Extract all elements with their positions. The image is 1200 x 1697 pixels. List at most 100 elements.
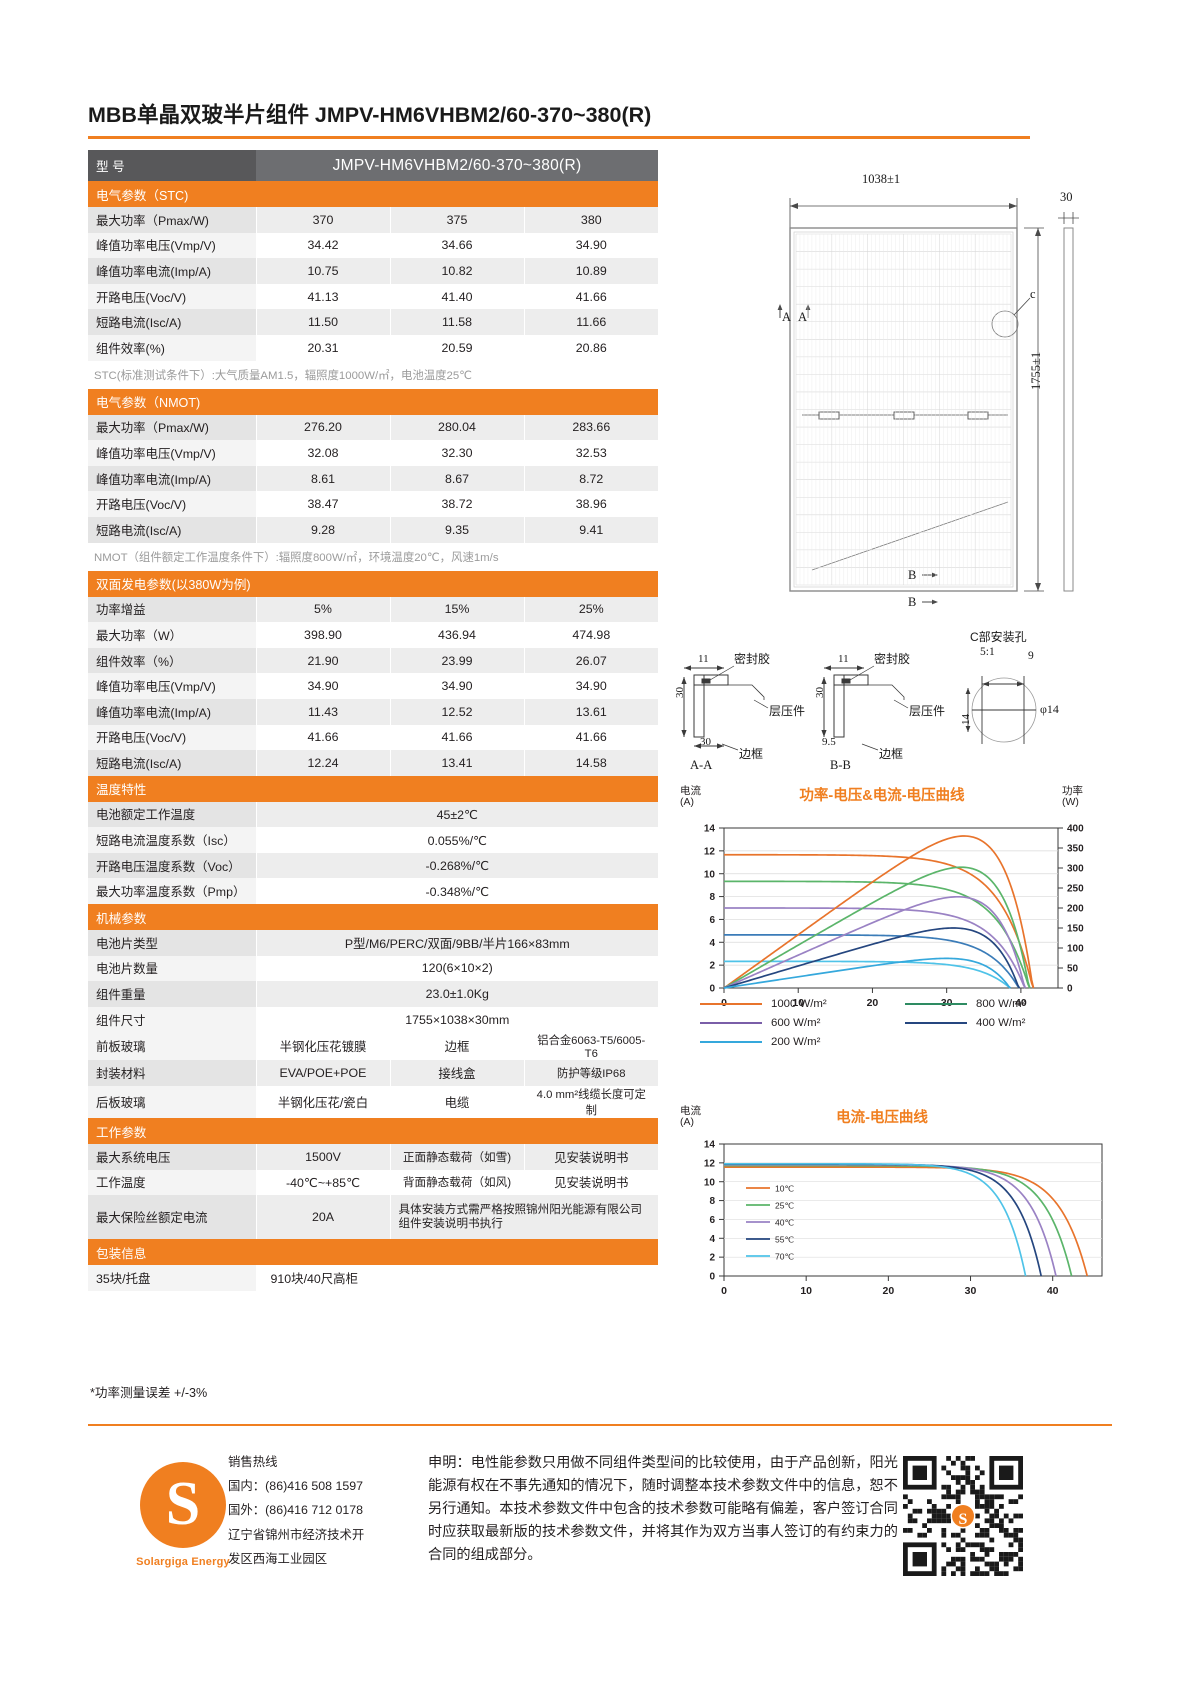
- chart1-ylabel-right: 功率 (W): [1062, 785, 1083, 809]
- table-row: 短路电流(Isc/A) 9.28 9.35 9.41: [88, 516, 659, 543]
- section-header: 电气参数（NMOT): [88, 388, 659, 415]
- row-value: 34.90: [523, 232, 659, 259]
- svg-text:100: 100: [1067, 944, 1084, 955]
- detail-dim-9: 9: [1028, 650, 1034, 662]
- row-value: 20.31: [255, 334, 390, 361]
- disclaimer-text: 申明：电性能参数只用做不同组件类型间的比较使用，由于产品创新，阳光能源有权在不事…: [428, 1455, 898, 1563]
- marker-a-left: A: [782, 310, 792, 324]
- section-header: 机械参数: [88, 904, 659, 931]
- legend-swatch: [905, 1002, 967, 1006]
- table-row: 最大功率温度系数（Pmp） -0.348%/℃: [88, 878, 659, 905]
- header: MBB单晶双玻半片组件 JMPV-HM6VHBM2/60-370~380(R): [88, 98, 1030, 139]
- dim-height-label: 1755±1: [1029, 351, 1043, 390]
- row-value: 41.66: [255, 724, 390, 751]
- row-value: 41.66: [523, 724, 659, 751]
- svg-text:0: 0: [709, 984, 715, 995]
- legend-swatch: [905, 1021, 967, 1025]
- chart-power-voltage: 电流 (A) 功率-电压&电流-电压曲线 功率 (W) 0 2 4 6 8 10 12 14 0…: [672, 776, 1122, 1048]
- section-note: NMOT（组件额定工作温度条件下）:辐照度800W/㎡，环境温度20℃，风速1m…: [88, 542, 659, 571]
- row-value: EVA/POE+POE: [255, 1060, 390, 1087]
- row-label: 工作温度: [88, 1169, 256, 1196]
- row-value: 34.90: [523, 673, 659, 699]
- row-value: 12.24: [255, 750, 390, 776]
- svg-text:400: 400: [1067, 824, 1084, 835]
- chart1-legend: 1000 W/m² 800 W/m² 600 W/m² 400 W/m² 200 W/m…: [700, 998, 1120, 1055]
- table-row: 组件效率(%) 20.31 20.59 20.86: [88, 334, 659, 361]
- row-value-secondary: 4.0 mm²线缆长度可定制: [523, 1086, 659, 1119]
- svg-text:2: 2: [709, 1253, 715, 1264]
- row-value: 14.58: [523, 750, 659, 776]
- row-label: 前板玻璃: [88, 1032, 256, 1061]
- svg-text:0: 0: [721, 1285, 727, 1297]
- row-value: 20A: [255, 1195, 390, 1240]
- svg-text:40℃: 40℃: [775, 1217, 794, 1227]
- row-value: 34.42: [255, 232, 390, 259]
- table-row: 短路电流温度系数（Isc） 0.055%/℃: [88, 827, 659, 853]
- detail-c-scale: 5:1: [980, 646, 995, 658]
- legend-item: 800 W/m²: [905, 998, 1110, 1010]
- table-row: 电池片类型 P型/M6/PERC/双面/9BB/半片166×83mm: [88, 930, 659, 956]
- logo-mark-icon: S: [140, 1462, 226, 1548]
- chart-current-voltage: 电流 (A) 电流-电压曲线 0 2 4 6 8 10 12 14 0 10 20 30 40 10℃ 25…: [672, 1098, 1122, 1318]
- svg-text:350: 350: [1067, 844, 1084, 855]
- table-row: 后板玻璃 半钢化压花/瓷白 电缆 4.0 mm²线缆长度可定制: [88, 1086, 659, 1119]
- row-label-secondary: 接线盒: [389, 1060, 524, 1087]
- table-row: 短路电流(Isc/A) 11.50 11.58 11.66: [88, 309, 659, 335]
- row-value: 8.61: [255, 465, 390, 492]
- legend-label: 800 W/m²: [976, 998, 1026, 1010]
- legend-swatch: [700, 1021, 762, 1025]
- chart1-ylabel-left-text: 电流: [680, 785, 701, 797]
- row-label: 组件尺寸: [88, 1006, 256, 1033]
- detail-dim-14: 14: [960, 714, 972, 725]
- chart1-ylabel-left-unit: (A): [680, 796, 694, 809]
- row-value: 1500V: [255, 1144, 390, 1170]
- row-value: 276.20: [255, 414, 390, 441]
- section-title: 电气参数（NMOT): [88, 388, 659, 415]
- chart2-ylabel-left-text: 电流: [680, 1105, 701, 1117]
- table-row: 开路电压(Voc/V) 38.47 38.72 38.96: [88, 491, 659, 517]
- row-value: 半钢化压花/瓷白: [255, 1086, 390, 1119]
- row-label: 峰值功率电流(Imp/A): [88, 465, 256, 492]
- laminate-label-a: 层压件: [769, 704, 806, 718]
- table-row: 组件重量 23.0±1.0Kg: [88, 981, 659, 1007]
- table-header-row: 型 号 JMPV-HM6VHBM2/60-370~380(R): [88, 150, 659, 181]
- row-label: 组件重量: [88, 981, 256, 1007]
- row-value: 910块/40尺高柜: [255, 1265, 659, 1291]
- svg-text:6: 6: [709, 915, 715, 926]
- svg-text:8: 8: [709, 892, 715, 903]
- chart2-ylabel-left-unit: (A): [680, 1116, 694, 1129]
- row-value: 13.41: [389, 750, 524, 776]
- row-value: 11.50: [255, 309, 390, 335]
- laminate-label-b: 层压件: [909, 704, 946, 718]
- table-row: 组件效率（%） 21.90 23.99 26.07: [88, 647, 659, 674]
- row-label: 电池片类型: [88, 930, 256, 956]
- model-value: JMPV-HM6VHBM2/60-370~380(R): [256, 150, 659, 181]
- section-header: 双面发电参数(以380W为例): [88, 570, 659, 597]
- address-line-2: 发区西海工业园区: [228, 1551, 328, 1566]
- section-title: 包装信息: [88, 1239, 659, 1266]
- table-row: 峰值功率电流(Imp/A) 11.43 12.52 13.61: [88, 698, 659, 725]
- row-value: 280.04: [389, 414, 524, 441]
- row-label: 峰值功率电流(Imp/A): [88, 258, 256, 284]
- row-label-secondary: 正面静态载荷（如雪): [389, 1144, 524, 1170]
- row-value: 25%: [523, 596, 659, 623]
- row-label: 最大系统电压: [88, 1144, 256, 1170]
- table-row: 最大功率（Pmax/W) 370 375 380: [88, 207, 659, 233]
- footer: S Solargiga Energy 销售热线 国内：(86)416 508 1…: [88, 1440, 1112, 1640]
- legend-item: 1000 W/m²: [700, 998, 905, 1010]
- table-row: 组件尺寸 1755×1038×30mm: [88, 1006, 659, 1033]
- dim-11-a: 11: [698, 653, 709, 665]
- dim-thickness-label: 30: [1060, 190, 1073, 204]
- row-label-secondary: 背面静态载荷（如风): [389, 1169, 524, 1196]
- svg-text:10: 10: [704, 1177, 716, 1188]
- row-value: 10.89: [523, 258, 659, 284]
- row-value: 41.40: [389, 283, 524, 310]
- company-logo: S Solargiga Energy: [108, 1462, 258, 1568]
- row-value: 120(6×10×2): [255, 955, 659, 982]
- dim-30-b: 30: [814, 687, 826, 698]
- dim-95: 9.5: [822, 736, 836, 748]
- chart1-ylabel-right-unit: (W): [1062, 796, 1079, 809]
- address-line-1: 辽宁省锦州市经济技术开: [228, 1527, 365, 1542]
- qr-code-icon: S: [903, 1456, 1023, 1576]
- row-label: 开路电压(Voc/V): [88, 491, 256, 517]
